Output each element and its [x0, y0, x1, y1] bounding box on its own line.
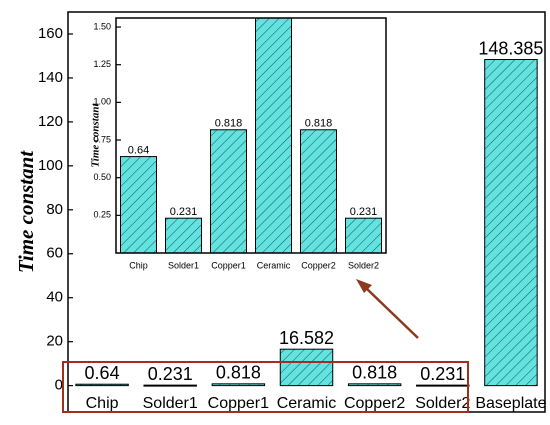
value-label: 0.231 — [350, 206, 378, 218]
bar — [165, 217, 202, 253]
value-label: 0.231 — [170, 206, 198, 218]
x-tick-label: Chip — [129, 260, 148, 270]
arrow-shaft — [365, 287, 419, 339]
bar — [416, 384, 470, 387]
bar — [484, 59, 538, 387]
inset-background — [116, 18, 386, 253]
y-tick-label: 0.25 — [93, 210, 111, 220]
x-tick-label: Solder1 — [143, 395, 198, 412]
y-tick-label: 20 — [46, 333, 63, 350]
bar — [255, 18, 292, 253]
y-tick-label: 140 — [38, 69, 63, 86]
y-tick-label: 100 — [38, 157, 63, 174]
value-label: 0.818 — [352, 363, 397, 383]
y-tick-label: 0 — [55, 377, 63, 394]
y-tick-label: 0.50 — [93, 172, 111, 182]
value-label: 0.231 — [420, 364, 465, 384]
bar — [120, 156, 157, 253]
x-tick-label: Copper1 — [208, 395, 269, 412]
highlight-box — [62, 361, 469, 413]
bar — [211, 383, 266, 387]
x-tick-label: Solder2 — [415, 395, 470, 412]
arrow-head — [356, 279, 372, 293]
x-tick-label: Copper1 — [211, 260, 246, 270]
value-label: 148.385 — [478, 38, 543, 58]
value-label: 0.64 — [85, 363, 120, 383]
bar — [143, 384, 197, 387]
value-label: 0.818 — [215, 118, 243, 130]
x-tick-label: Chip — [86, 395, 119, 412]
y-tick-label: 1.00 — [93, 97, 111, 107]
y-tick-label: 0.75 — [93, 134, 111, 144]
x-tick-label: Solder1 — [168, 260, 199, 270]
y-axis-label: Time constant — [90, 103, 102, 168]
y-tick-label: 120 — [38, 113, 63, 130]
bar — [279, 348, 334, 387]
value-label: 16.582 — [279, 328, 334, 348]
y-tick-label: 1.50 — [93, 21, 111, 31]
plot-frame — [115, 17, 387, 254]
x-tick-label: Copper2 — [344, 395, 405, 412]
y-tick-label: 160 — [38, 25, 63, 42]
y-tick-label: 80 — [46, 201, 63, 218]
y-axis-label: Time constant — [14, 150, 38, 273]
value-label: 0.818 — [305, 118, 333, 130]
inset-plot: 0.25 0.50 0.75 1.00 1.25 1.50 Chip 0.64 Solder1 0… — [90, 17, 387, 270]
y-tick-label: 40 — [46, 289, 63, 306]
x-tick-label: Solder2 — [348, 260, 379, 270]
main-plot: 0 20 40 60 80 100 120 140 160 Chip 0.64 Solder1 0.23… — [14, 11, 547, 413]
value-label: 0.231 — [148, 364, 193, 384]
bar — [347, 383, 402, 387]
bars — [75, 59, 538, 387]
bar — [210, 129, 247, 253]
bar — [300, 129, 337, 253]
value-label: 0.818 — [216, 363, 261, 383]
x-tick-label: Ceramic — [257, 260, 291, 270]
x-tick-label: Ceramic — [277, 395, 337, 412]
x-tick-label: Baseplate — [475, 395, 546, 412]
bar — [345, 217, 382, 253]
value-label: 0.64 — [128, 144, 149, 156]
y-tick-label: 1.25 — [93, 59, 111, 69]
bars — [120, 18, 382, 253]
y-tick-label: 60 — [46, 245, 63, 262]
x-tick-label: Copper2 — [301, 260, 336, 270]
bar — [75, 383, 129, 387]
